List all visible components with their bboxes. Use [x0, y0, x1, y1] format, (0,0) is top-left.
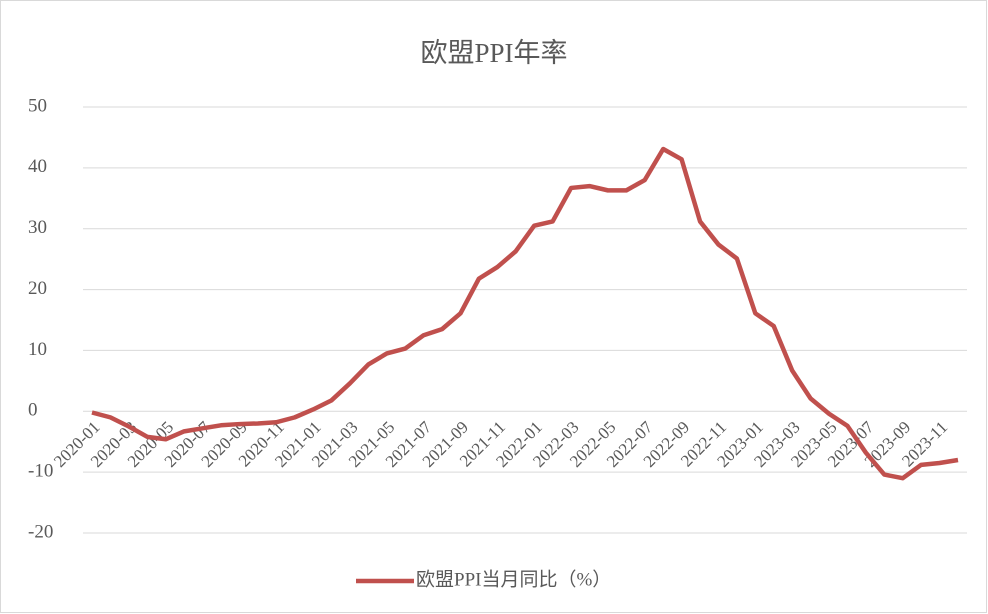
line-series [91, 146, 959, 481]
y-tick-label: 10 [28, 339, 47, 360]
y-tick-label: 50 [28, 95, 47, 116]
y-tick-label: 0 [28, 400, 38, 421]
y-tick-label: -20 [28, 521, 53, 542]
chart-title: 欧盟PPI年率 [420, 38, 567, 68]
y-tick-label: -10 [28, 461, 53, 482]
y-tick-label: 20 [28, 278, 47, 299]
legend-label: 欧盟PPI当月同比（%） [416, 568, 611, 590]
y-tick-label: 40 [28, 156, 47, 177]
y-tick-label: 30 [28, 217, 47, 238]
